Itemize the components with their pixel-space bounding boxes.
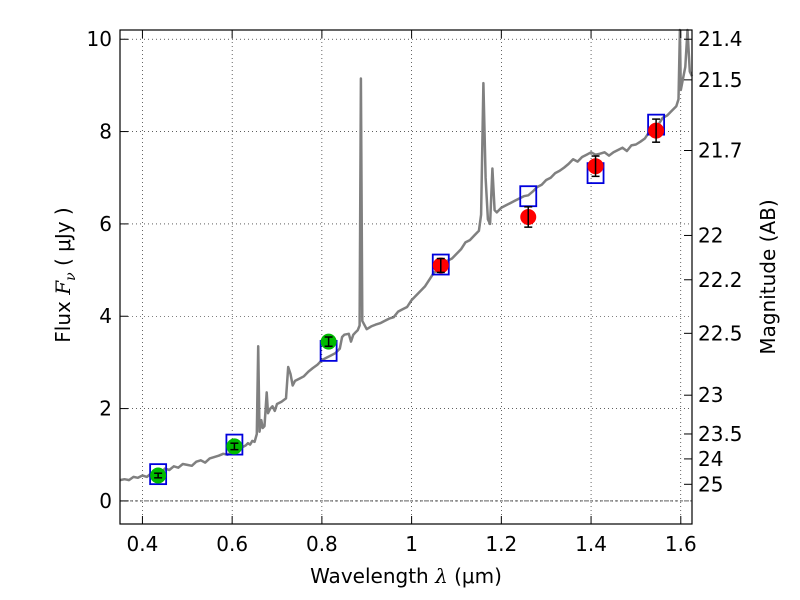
magnitude-tick-label: 22.2 — [698, 268, 743, 292]
observed-points — [150, 118, 665, 484]
x-tick-label: 1.6 — [665, 532, 697, 556]
model-band-boxes — [149, 113, 666, 486]
magnitude-tick-label: 25 — [698, 472, 723, 496]
x-tick-label: 1 — [405, 532, 418, 556]
magnitude-tick-label: 23 — [698, 383, 723, 407]
magnitude-axis-label: Magnitude (AB) — [756, 199, 780, 354]
x-tick-label: 1.2 — [485, 532, 517, 556]
magnitude-tick-label: 21.4 — [698, 27, 743, 51]
magnitude-tick-label: 22 — [698, 223, 723, 247]
model-band-box — [225, 433, 244, 456]
x-tick-label: 0.4 — [127, 532, 159, 556]
y-tick-label: 0 — [99, 489, 112, 513]
magnitude-tick-label: 21.7 — [698, 138, 743, 162]
magnitude-tick-label: 24 — [698, 447, 723, 471]
magnitude-tick-label: 21.5 — [698, 68, 743, 92]
model-band-box — [149, 463, 168, 486]
x-axis-ticks: 0.4 0.6 0.8 1 1.2 1.4 1.6 — [127, 30, 697, 556]
y-tick-label: 10 — [87, 27, 112, 51]
model-band-box — [431, 253, 450, 276]
x-tick-label: 1.4 — [575, 532, 607, 556]
x-tick-label: 0.8 — [306, 532, 338, 556]
grid — [120, 30, 692, 524]
y-tick-label: 8 — [99, 120, 112, 144]
x-axis-label: Wavelength λ (μm) — [310, 564, 502, 588]
magnitude-tick-label: 23.5 — [698, 422, 743, 446]
magnitude-tick-label: 22.5 — [698, 321, 743, 345]
x-tick-label: 0.6 — [216, 532, 248, 556]
model-spectrum-line — [119, 28, 694, 482]
y-axis-label: Flux Fν ( μJy ) — [51, 207, 79, 342]
y-axis-ticks: 0 2 4 6 8 10 — [87, 27, 128, 513]
plot-frame — [119, 29, 693, 525]
y-tick-label: 4 — [99, 304, 112, 328]
y-tick-label: 2 — [99, 397, 112, 421]
y-tick-label: 6 — [99, 212, 112, 236]
